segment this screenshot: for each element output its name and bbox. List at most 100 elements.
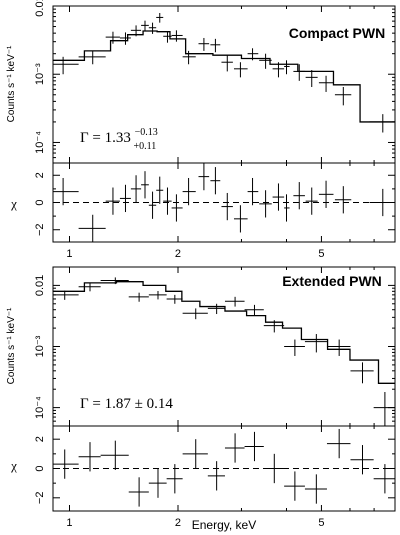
y-tick-label: 0	[34, 199, 46, 205]
residual-point	[210, 167, 221, 195]
chi-axis-label: χ	[10, 196, 17, 211]
residual-point	[373, 464, 395, 494]
residual-point	[221, 192, 233, 221]
residual-point	[272, 183, 285, 211]
residual-point	[182, 177, 196, 206]
residual-point	[293, 182, 305, 210]
residual-point	[233, 205, 248, 233]
data-point	[304, 334, 327, 353]
residual-point	[130, 175, 142, 203]
data-point	[318, 75, 334, 92]
residual-point	[284, 471, 305, 501]
data-point	[224, 296, 245, 307]
data-point	[53, 56, 79, 75]
gamma-value: Γ = 1.33	[80, 130, 131, 146]
residual-point	[100, 440, 129, 470]
y-tick-label: 10⁻³	[34, 335, 46, 357]
model-step-line	[53, 281, 395, 384]
residual-point	[156, 176, 164, 204]
residual-point	[148, 468, 167, 498]
data-point	[141, 20, 149, 32]
plot-area: 10⁻⁴ 10⁻³ 0.01	[34, 266, 396, 427]
data-point	[272, 62, 285, 78]
panel-title: Extended PWN	[282, 273, 382, 289]
residual-point	[163, 187, 172, 215]
y-tick-label: 10⁻³	[34, 63, 46, 85]
data-point	[119, 32, 131, 45]
data-point	[100, 277, 129, 285]
plot-area: 10⁻⁴ 10⁻³ 0.01	[34, 0, 396, 164]
residual-point	[259, 190, 272, 218]
y-tick-label: 2	[34, 436, 46, 442]
x-tick-label: 5	[318, 248, 324, 260]
residual-point	[318, 180, 334, 208]
residual-point	[263, 453, 285, 484]
residual-point	[128, 477, 149, 507]
residual-point	[166, 464, 183, 494]
residual-point	[78, 214, 106, 242]
data-point	[259, 53, 272, 69]
data-point	[350, 362, 374, 384]
data-point	[128, 292, 149, 302]
y-tick-label: 0.01	[34, 275, 46, 296]
y-tick-label: −2	[34, 223, 46, 236]
y-tick-label: 0	[34, 465, 46, 471]
data-point	[284, 60, 290, 75]
plot-area: −2 0 2 1 2 5	[34, 163, 396, 260]
residual-point	[244, 431, 264, 462]
data-point	[373, 392, 395, 426]
residual-point	[198, 163, 210, 191]
data-point	[305, 70, 318, 87]
residual-point	[334, 186, 352, 214]
residual-point	[171, 194, 183, 222]
gamma-upper-error: −0.13	[135, 127, 158, 138]
data-point	[166, 294, 183, 304]
data-point	[78, 282, 101, 292]
y-tick-label: 10⁻⁴	[34, 396, 46, 419]
residual-point	[53, 449, 79, 479]
y-tick-label: 10⁻⁴	[34, 131, 46, 154]
residual-point	[105, 187, 120, 215]
y-tick-label: 2	[34, 172, 46, 178]
data-point	[293, 64, 305, 81]
x-axis-label: Energy, keV	[192, 518, 256, 532]
gamma-annotation: Γ = 1.87 ± 0.14	[80, 396, 173, 412]
data-point	[163, 31, 172, 43]
chi-axis-label: χ	[10, 458, 17, 473]
data-point	[171, 30, 183, 42]
panel-extended-pwn: 10⁻⁴ 10⁻³ 0.01 Extended PWN Γ = 1.87 ± 0.1…	[6, 266, 396, 427]
y-tick-label: −2	[34, 492, 46, 505]
data-point	[182, 308, 208, 320]
data-point	[156, 12, 164, 23]
residual-point	[284, 194, 290, 222]
data-point	[130, 25, 142, 37]
residual-point	[224, 433, 245, 463]
residual-point	[141, 171, 149, 199]
plot-area: −2 0 2 1 2 5	[34, 426, 396, 529]
x-tick-label: 1	[66, 517, 72, 529]
data-point	[334, 86, 352, 106]
x-tick-label: 2	[175, 517, 181, 529]
model-step-line	[53, 30, 395, 123]
residual-point	[119, 184, 131, 213]
data-point	[105, 31, 120, 44]
residual-point	[247, 177, 259, 206]
panel-extended-residuals: −2 0 2 1 2 5 χ Energy, keV	[10, 425, 396, 532]
residual-point	[305, 187, 318, 215]
x-tick-label: 2	[175, 248, 181, 260]
residual-point	[350, 445, 374, 475]
data-point	[207, 303, 225, 315]
data-point	[284, 339, 305, 356]
data-point	[53, 290, 79, 300]
data-point	[244, 304, 264, 316]
residual-point	[78, 442, 101, 472]
y-tick-label: 0.01	[34, 0, 46, 17]
data-point	[182, 50, 196, 65]
residual-point	[148, 191, 157, 219]
gamma-annotation: Γ = 1.33 −0.13 +0.11	[80, 123, 162, 152]
data-point	[263, 320, 285, 333]
y-axis-label: Counts s⁻¹ keV⁻¹	[6, 45, 17, 122]
data-point	[326, 339, 351, 356]
data-point	[221, 55, 233, 72]
residual-point	[182, 439, 208, 469]
